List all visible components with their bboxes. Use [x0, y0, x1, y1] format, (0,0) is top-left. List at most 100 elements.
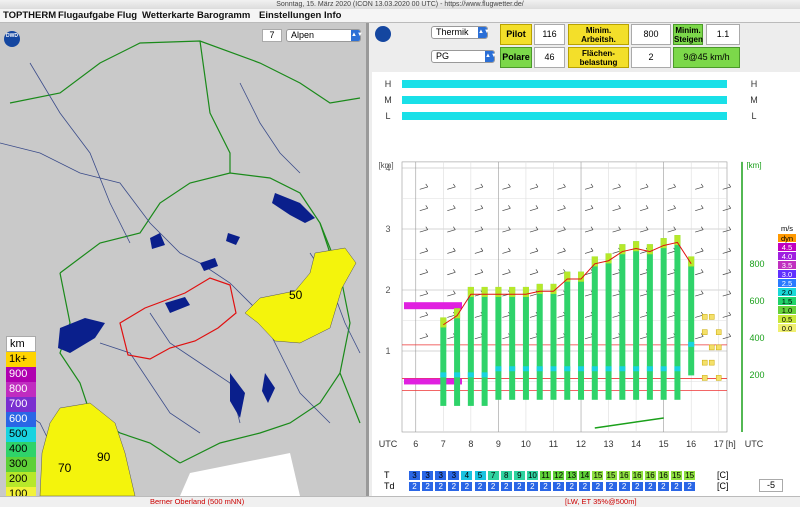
x-tick-15: 15 — [659, 439, 669, 449]
glider-select-value: PG — [436, 51, 450, 61]
cumulus-marker — [708, 314, 715, 320]
legend-row-800: 800 — [6, 382, 36, 397]
wind-barb — [453, 183, 456, 188]
map-label-70: 70 — [58, 461, 72, 475]
legend-row-500: 500 — [6, 427, 36, 442]
wind-barb — [695, 250, 704, 254]
cloud-bar-M — [402, 96, 727, 104]
thermal-bar — [578, 271, 585, 400]
menu-einstellungen[interactable]: Einstellungen — [259, 10, 322, 21]
wind-barb — [563, 226, 566, 230]
temp-cell: 5 — [474, 471, 486, 480]
thermal-bar-mid — [674, 366, 681, 372]
wind-barb — [425, 333, 429, 337]
wind-barb — [640, 336, 649, 340]
wind-barb — [453, 269, 456, 273]
legend-row-600: 600 — [6, 412, 36, 427]
wind-barb — [563, 247, 566, 252]
wind-barb — [508, 247, 511, 252]
wind-barb — [453, 290, 456, 294]
wind-barb — [722, 186, 731, 190]
offset-stepper[interactable]: -5 — [759, 479, 783, 492]
wind-barb — [695, 186, 704, 190]
wind-barb — [557, 229, 566, 233]
glider-select[interactable]: PG ▲▼ — [431, 50, 497, 63]
status-bar: Berner Oberland (500 mNN) [LW, ET 35%@50… — [0, 496, 800, 507]
thermal-bar-mid — [591, 366, 598, 372]
wind-barb — [584, 314, 594, 318]
wind-barb — [425, 290, 429, 294]
wing-load-value[interactable]: 2 — [631, 47, 671, 68]
wind-readout: 9@45 km/h — [673, 47, 740, 68]
menu-toptherm[interactable]: TOPTHERM — [3, 10, 57, 21]
min-climb-button[interactable]: Minim. Steigen — [673, 24, 703, 45]
wind-barb — [695, 314, 704, 318]
thermal-bar-top — [646, 244, 653, 255]
thermal-bar-top — [660, 238, 667, 249]
min-climb-value[interactable]: 1.1 — [706, 24, 740, 45]
thermal-bar — [481, 286, 488, 406]
polare-value[interactable]: 46 — [534, 47, 565, 68]
temp-cell: 9 — [513, 471, 525, 480]
right-tick-400: 400 — [749, 333, 764, 343]
menu-flug[interactable]: Flug — [117, 10, 138, 21]
left-axis-unit: [km] — [378, 161, 393, 170]
thermal-chart[interactable]: H H M M L L [km] 1 2 3 4 [km] 200 400 600 800 UTC UTC 6 7 8 9… — [372, 72, 800, 496]
temp-cell: 14 — [579, 471, 591, 480]
menu-wetterkarte[interactable]: Wetterkarte — [142, 10, 195, 21]
wind-barb — [425, 247, 429, 252]
zoom-stepper[interactable]: 7 — [262, 29, 282, 42]
dew-cell: 2 — [487, 482, 499, 491]
wind-barb — [502, 314, 511, 318]
cumulus-marker — [715, 344, 722, 351]
min-work-height-value[interactable]: 800 — [631, 24, 671, 45]
x-tick-8: 8 — [468, 439, 473, 449]
min-work-height-button[interactable]: Minim. Arbeitsh. — [568, 24, 629, 45]
wind-barb — [447, 314, 456, 318]
thermal-bar-top — [688, 256, 695, 267]
cumulus-marker — [708, 359, 715, 366]
thermal-bar-mid — [440, 372, 447, 378]
menu-info[interactable]: Info — [324, 10, 342, 21]
wind-barb — [502, 250, 511, 254]
right-tick-600: 600 — [749, 296, 764, 306]
thermal-bar — [688, 256, 695, 376]
region-select[interactable]: Alpen ▲▼ — [286, 29, 363, 42]
polare-button[interactable]: Polare — [500, 47, 532, 68]
wind-barb — [419, 250, 428, 254]
wind-barb — [584, 186, 594, 190]
wind-barb — [502, 186, 511, 190]
pilot-button[interactable]: Pilot — [500, 24, 532, 45]
cumulus-marker — [715, 375, 722, 381]
mode-select[interactable]: Thermik ▲▼ — [431, 26, 490, 39]
wind-barb — [508, 205, 511, 209]
thermal-bar-top — [578, 271, 585, 282]
wind-barb — [453, 247, 456, 252]
menu-flugaufgabe[interactable]: Flugaufgabe — [58, 10, 115, 21]
thermal-bar-top — [522, 286, 529, 297]
wind-barb — [557, 293, 566, 297]
wind-barb — [508, 269, 511, 273]
dew-row-label: Td — [384, 481, 395, 491]
dew-cell: 2 — [435, 482, 447, 491]
panel-divider[interactable] — [366, 23, 369, 496]
status-info: [LW, ET 35%@500m] — [565, 497, 637, 506]
weather-map[interactable]: DWD 7 Alpen ▲▼ 50 70 90 km 1k+ 900 800 700 6… — [0, 23, 366, 496]
cumulus-marker — [708, 344, 715, 351]
dew-cell: 2 — [422, 482, 434, 491]
menu-barogramm[interactable]: Barogramm — [197, 10, 251, 21]
wing-load-button[interactable]: Flächen-belastung — [568, 47, 629, 68]
wind-barb — [425, 205, 429, 209]
cloud-base-line — [443, 241, 692, 326]
pilot-value[interactable]: 116 — [534, 24, 565, 45]
wind-barb — [728, 205, 732, 209]
map-canvas[interactable]: DWD — [0, 23, 366, 496]
wind-barb — [563, 205, 566, 209]
wind-barb — [584, 229, 594, 233]
wind-barb — [728, 247, 732, 252]
wind-barb — [419, 207, 428, 212]
wind-barb — [640, 250, 649, 254]
wind-barb — [480, 205, 484, 209]
dwd-logo — [375, 26, 391, 42]
